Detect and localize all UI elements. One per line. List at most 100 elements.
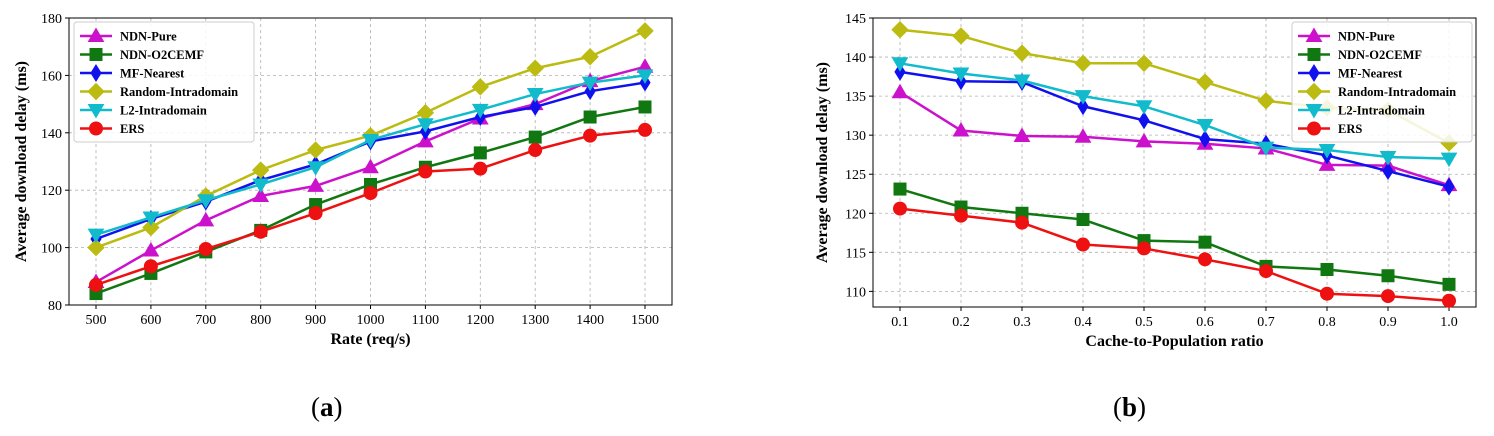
series-line-b-2 (899, 70, 1450, 188)
legend-marker-a-4 (87, 104, 105, 119)
data-point-b-5-0 (893, 201, 907, 216)
data-point-b-3-6 (1257, 92, 1275, 110)
series-b-1 (893, 182, 1456, 291)
y-axis-title-b: Average download delay (ms) (814, 62, 831, 263)
data-point-a-4-7 (471, 103, 489, 119)
data-point-b-5-2 (1015, 215, 1029, 230)
y-tick-label-b-2: 120 (845, 207, 866, 222)
x-tick-label-b-5: 0.6 (1196, 315, 1214, 330)
data-point-b-4-4 (1135, 100, 1153, 115)
y-tick-label-a-2: 120 (41, 184, 62, 199)
x-tick-label-b-8: 0.9 (1379, 315, 1397, 330)
series-line-b-0 (899, 91, 1450, 187)
data-point-b-5-3 (1076, 237, 1090, 252)
data-point-b-2-3 (1077, 97, 1089, 116)
data-point-a-3-1 (142, 218, 160, 237)
legend-label-a-1: NDN-O2CEMF (120, 48, 204, 62)
data-point-b-2-5 (1199, 130, 1211, 149)
data-point-a-3-9 (581, 48, 599, 66)
data-point-b-5-9 (1442, 293, 1456, 308)
data-point-b-3-2 (1013, 44, 1031, 62)
data-point-a-1-8 (528, 130, 542, 144)
data-point-b-1-0 (893, 182, 907, 196)
legend-marker-b-0 (1305, 27, 1323, 42)
data-point-b-0-0 (891, 83, 909, 99)
x-axis-title-a: Rate (req/s) (330, 331, 410, 348)
series-b-5 (893, 201, 1456, 308)
data-point-b-1-9 (1442, 277, 1456, 291)
x-tick-label-a-4: 900 (305, 313, 326, 328)
legend-marker-a-5 (89, 121, 103, 136)
data-point-a-5-9 (583, 128, 598, 143)
caption-a-close: ) (333, 392, 343, 422)
data-point-a-4-4 (307, 161, 324, 176)
data-point-a-4-1 (142, 211, 160, 226)
y-tick-label-b-0: 110 (846, 285, 866, 300)
data-point-a-4-10 (636, 69, 654, 84)
caption-b-open: ( (1113, 392, 1122, 422)
legend-label-a-3: Random-Intradomain (120, 85, 238, 99)
legend-box-b (1291, 21, 1473, 143)
data-point-b-1-3 (1076, 213, 1090, 227)
y-tick-label-b-4: 130 (845, 129, 866, 144)
x-tick-label-a-3: 800 (250, 313, 271, 328)
x-tick-label-b-9: 1.0 (1440, 315, 1458, 330)
data-point-b-3-3 (1074, 54, 1092, 73)
chart-panel-b: 0.1 0.2 0.3 0.4 0.5 0.6 0.7 0.8 0.9 1.0 110 115 120 1… (760, 0, 1494, 436)
data-point-b-5-1 (954, 208, 968, 223)
data-point-a-5-7 (473, 161, 488, 176)
data-point-a-0-6 (417, 132, 434, 148)
data-point-b-1-7 (1320, 263, 1334, 277)
y-tick-label-a-1: 100 (41, 242, 62, 257)
chart-panel-a: 500 600 700 800 900 1000 1100 1200 1300 1400 1500 8… (0, 0, 740, 436)
data-point-a-3-7 (471, 78, 490, 96)
data-point-b-2-9 (1443, 177, 1455, 196)
legend-box-a (73, 21, 255, 143)
series-a-5 (89, 122, 652, 292)
x-tick-label-b-1: 0.2 (952, 315, 970, 330)
data-point-a-0-2 (197, 211, 215, 227)
data-point-b-2-4 (1138, 111, 1150, 130)
legend-b: NDN-Pure NDN-O2CEMF MF-Nearest Random-Intra… (1291, 21, 1473, 143)
data-point-a-5-0 (89, 277, 103, 292)
data-point-a-4-3 (252, 178, 270, 193)
data-point-b-5-7 (1320, 286, 1334, 301)
data-point-b-1-8 (1381, 269, 1395, 283)
x-tick-label-b-2: 0.3 (1013, 315, 1031, 330)
legend-label-a-0: NDN-Pure (120, 30, 177, 44)
y-tick-label-b-5: 135 (845, 90, 866, 105)
legend-marker-a-3 (87, 82, 105, 101)
data-point-a-0-4 (307, 177, 324, 192)
data-point-b-5-5 (1198, 252, 1212, 267)
caption-b: (b) (1113, 392, 1146, 423)
x-tick-label-a-7: 1200 (466, 313, 494, 328)
y-axis-title-a: Average download delay (ms) (13, 61, 30, 262)
legend-label-b-3: Random-Intradomain (1338, 85, 1456, 99)
legend-marker-a-2 (90, 64, 102, 82)
data-point-a-5-2 (198, 242, 213, 257)
data-point-b-4-7 (1318, 144, 1336, 159)
data-point-a-1-7 (473, 146, 487, 160)
data-point-b-2-8 (1382, 162, 1394, 181)
caption-a: (a) (311, 392, 343, 423)
y-tick-label-b-1: 115 (846, 246, 866, 261)
caption-a-open: ( (311, 392, 320, 422)
x-tick-label-b-4: 0.5 (1135, 315, 1153, 330)
x-tick-label-a-0: 500 (86, 313, 107, 328)
data-point-a-3-3 (251, 161, 270, 179)
data-point-b-0-1 (952, 121, 970, 137)
data-point-b-3-5 (1196, 73, 1214, 91)
series-line-b-1 (899, 187, 1450, 286)
data-point-a-4-8 (526, 88, 544, 103)
series-a-4 (87, 69, 654, 244)
y-tick-label-b-7: 145 (845, 12, 866, 27)
series-line-b-4 (899, 62, 1450, 160)
x-axis-title-b: Cache-to-Population ratio (1085, 333, 1263, 350)
line-chart-b: 0.1 0.2 0.3 0.4 0.5 0.6 0.7 0.8 0.9 1.0 110 115 120 1… (814, 12, 1477, 350)
data-point-a-5-6 (418, 164, 433, 179)
plot-frame-b (872, 17, 1477, 308)
data-point-b-3-1 (952, 27, 970, 45)
y-tick-label-a-0: 80 (48, 299, 62, 314)
data-point-a-3-8 (526, 59, 544, 77)
legend-label-b-2: MF-Nearest (1338, 67, 1403, 81)
